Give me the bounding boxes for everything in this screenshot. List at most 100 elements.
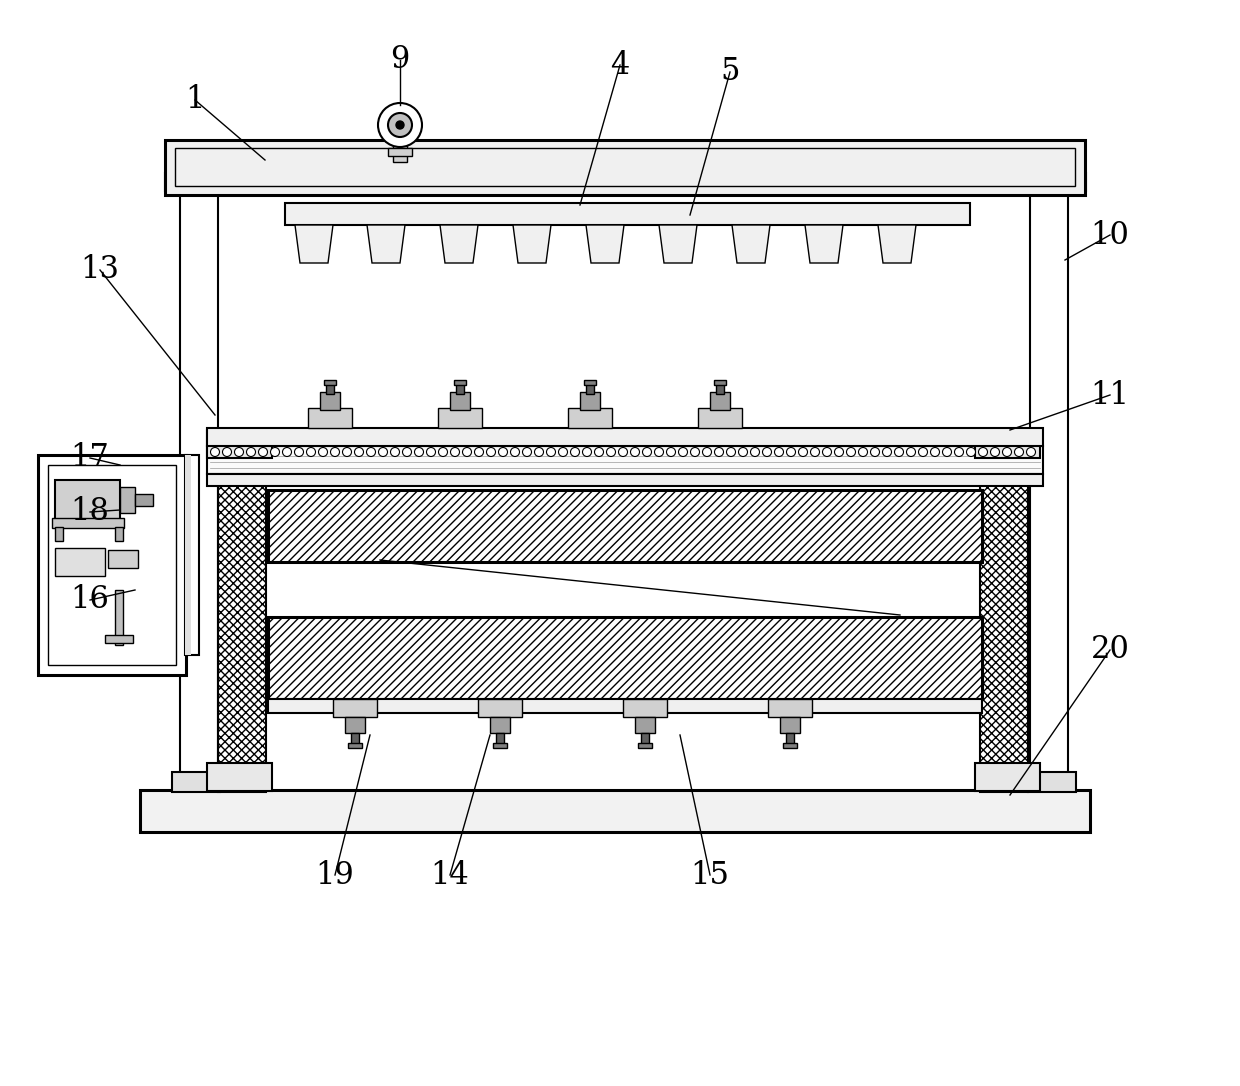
Bar [438, 408, 482, 428]
Bar [135, 494, 153, 506]
Circle shape [727, 447, 735, 456]
Polygon shape [295, 225, 334, 263]
Bar [268, 699, 982, 714]
Polygon shape [367, 225, 405, 263]
Text: 17: 17 [71, 442, 109, 473]
Bar [165, 140, 1085, 195]
Circle shape [414, 447, 424, 456]
Circle shape [342, 447, 351, 456]
Text: 11: 11 [1090, 379, 1130, 411]
Circle shape [583, 447, 591, 456]
Circle shape [775, 447, 784, 456]
Circle shape [978, 447, 987, 456]
Bar [52, 518, 124, 528]
Circle shape [883, 447, 892, 456]
Bar [477, 699, 522, 717]
Bar [175, 148, 1075, 186]
Bar [494, 743, 507, 748]
Bar [351, 733, 360, 745]
Polygon shape [440, 225, 477, 263]
Circle shape [403, 447, 412, 456]
Circle shape [355, 447, 363, 456]
Circle shape [763, 447, 771, 456]
Circle shape [247, 447, 255, 456]
Bar [55, 527, 63, 541]
Bar [285, 203, 970, 225]
Circle shape [678, 447, 687, 456]
Circle shape [211, 447, 219, 456]
Circle shape [1014, 447, 1023, 456]
Bar [450, 392, 470, 411]
Bar [38, 455, 186, 675]
Bar [641, 733, 649, 745]
Circle shape [475, 447, 484, 456]
Bar [120, 487, 135, 513]
Circle shape [570, 447, 579, 456]
Circle shape [270, 447, 279, 456]
Circle shape [388, 113, 412, 137]
Circle shape [295, 447, 304, 456]
Bar [115, 527, 123, 541]
Bar [635, 717, 655, 733]
Bar [207, 763, 272, 791]
Bar [48, 465, 176, 665]
Bar [165, 173, 233, 191]
Polygon shape [513, 225, 551, 263]
Circle shape [498, 447, 507, 456]
Bar [622, 699, 667, 717]
Text: 14: 14 [430, 859, 470, 891]
Circle shape [966, 447, 976, 456]
Circle shape [703, 447, 712, 456]
Circle shape [391, 447, 399, 456]
Circle shape [799, 447, 807, 456]
Circle shape [930, 447, 940, 456]
Bar [345, 717, 365, 733]
Bar [185, 455, 191, 655]
Circle shape [1002, 447, 1012, 456]
Bar [55, 548, 105, 576]
Circle shape [331, 447, 340, 456]
Circle shape [522, 447, 532, 456]
Bar [1018, 173, 1086, 191]
Circle shape [811, 447, 820, 456]
Bar [714, 380, 725, 386]
Circle shape [367, 447, 376, 456]
Circle shape [258, 447, 268, 456]
Text: 20: 20 [1090, 634, 1130, 666]
Bar [768, 699, 812, 717]
Text: 18: 18 [71, 496, 109, 528]
Bar [207, 446, 1043, 473]
Circle shape [511, 447, 520, 456]
Text: 16: 16 [71, 584, 109, 616]
Bar [185, 455, 198, 655]
Polygon shape [805, 225, 843, 263]
Circle shape [822, 447, 832, 456]
Bar [980, 455, 1028, 792]
Circle shape [619, 447, 627, 456]
Bar [568, 408, 613, 428]
Bar [207, 428, 1043, 446]
Circle shape [222, 447, 232, 456]
Bar [172, 772, 219, 792]
Circle shape [547, 447, 556, 456]
Circle shape [942, 447, 951, 456]
Bar [108, 550, 138, 568]
Bar [587, 383, 594, 394]
Bar [639, 743, 652, 748]
Circle shape [786, 447, 796, 456]
Circle shape [306, 447, 315, 456]
Bar [268, 490, 982, 561]
Bar [580, 392, 600, 411]
Bar [1030, 178, 1068, 790]
Bar [584, 380, 596, 386]
Bar [780, 717, 800, 733]
Bar [711, 392, 730, 411]
Bar [786, 733, 794, 745]
Bar [140, 790, 1090, 832]
Circle shape [396, 121, 404, 129]
Circle shape [1027, 447, 1035, 456]
Circle shape [463, 447, 471, 456]
Circle shape [319, 447, 327, 456]
Bar [698, 408, 742, 428]
Bar [180, 178, 218, 790]
